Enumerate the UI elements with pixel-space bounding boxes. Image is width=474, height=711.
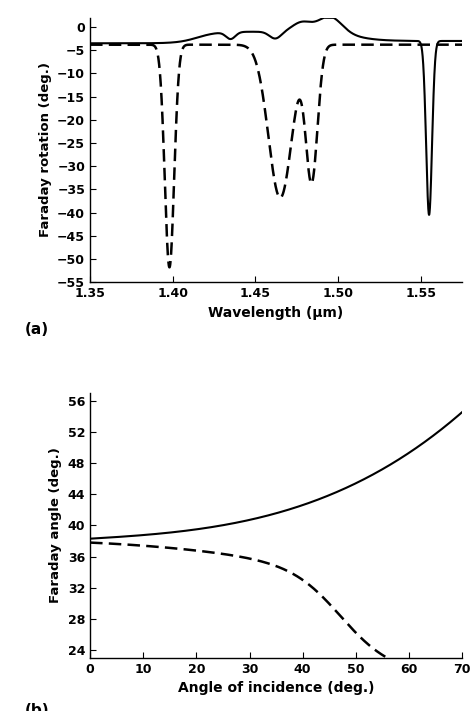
X-axis label: Wavelength (μm): Wavelength (μm) <box>209 306 344 320</box>
Text: (a): (a) <box>25 322 49 337</box>
Y-axis label: Faraday rotation (deg.): Faraday rotation (deg.) <box>39 63 52 237</box>
X-axis label: Angle of incidence (deg.): Angle of incidence (deg.) <box>178 681 374 695</box>
Y-axis label: Faraday angle (deg.): Faraday angle (deg.) <box>49 447 62 604</box>
Text: (b): (b) <box>25 702 50 711</box>
